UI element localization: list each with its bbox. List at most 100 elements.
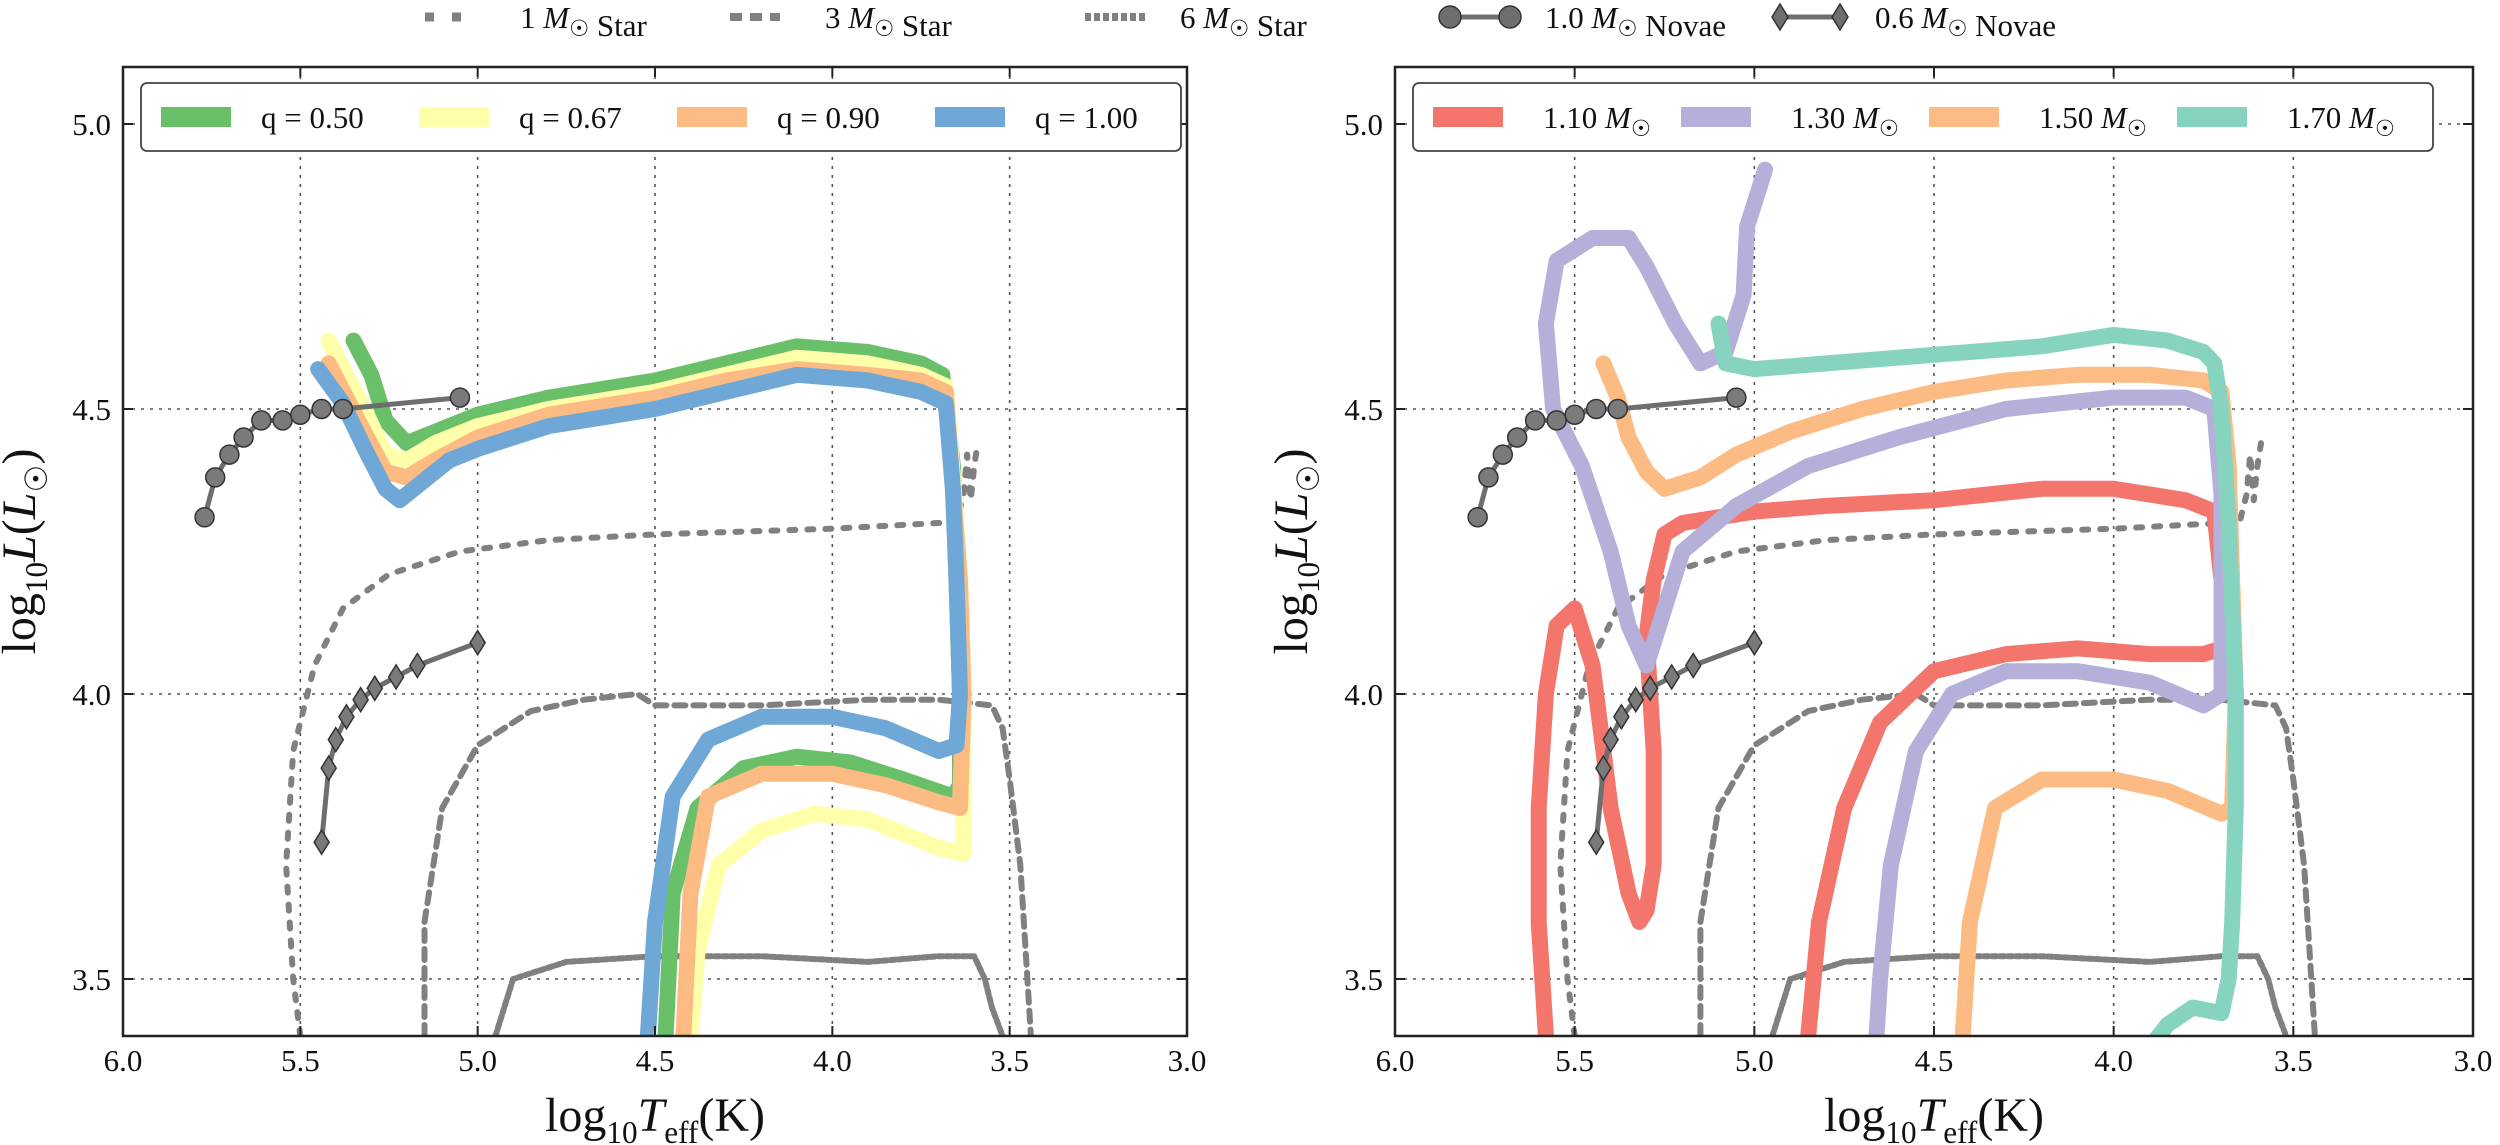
- novae-0-6-marker: [327, 726, 345, 754]
- left-panel-mass-ratio: 6.0 5.5 5.0 4.5 4.0 3.5 3.0 3.5 4.0 4.5 5.0 log10Te…: [0, 65, 1206, 1145]
- legend-diamond-marker: [1771, 2, 1789, 32]
- x-tick-label: 6.0: [104, 1043, 143, 1078]
- panel-legend-label: q = 1.00: [1035, 100, 1138, 135]
- novae-1-0-marker: [332, 398, 354, 420]
- y-tick-label: 4.0: [1344, 677, 1383, 712]
- novae-1-0-marker: [219, 444, 240, 465]
- y-tick-label: 5.0: [72, 107, 111, 142]
- novae-0-6-marker: [1595, 754, 1612, 782]
- legend-circle-marker: [1438, 5, 1462, 29]
- novae-1-0-marker: [1524, 410, 1546, 431]
- panel-legend-label: 1.70 M☉: [2287, 100, 2395, 141]
- figure-legend-label: 0.6 M☉ Novae: [1875, 0, 2056, 43]
- novae-1-0-marker: [251, 410, 272, 431]
- novae-0-6-marker: [1684, 652, 1702, 679]
- novae-0-6-marker: [338, 703, 355, 731]
- novae-0-6-marker: [469, 629, 487, 657]
- panel-legend-entry-1-10-mmsun: 1.10 M☉: [1433, 100, 1651, 141]
- novae-1-0-marker: [290, 404, 311, 425]
- legend-circle-marker: [1498, 5, 1522, 29]
- novae-1-0-marker: [233, 427, 254, 448]
- figure-legend-entry-3-mmsun-star: 3 M☉ Star: [730, 0, 952, 43]
- series-1-50-mmsun: [1595, 355, 2244, 1036]
- panel-legend-box: [140, 82, 1182, 152]
- panel-legend-label: q = 0.50: [261, 100, 364, 135]
- panel-legend: 1.10 M☉ 1.30 M☉ 1.50 M☉ 1.70 M☉: [1412, 82, 2434, 152]
- x-tick-label: 5.5: [1555, 1043, 1594, 1078]
- x-tick-label: 4.0: [813, 1043, 852, 1078]
- novae-1-0-marker: [1607, 398, 1629, 420]
- novae-0-6-marker: [320, 754, 338, 782]
- novae-0-6-marker: [1627, 686, 1645, 714]
- novae-0-6-marker: [1612, 703, 1630, 731]
- novae-0-6-marker: [313, 828, 330, 856]
- novae-1-0-marker: [311, 398, 332, 420]
- x-tick-label: 4.0: [2094, 1043, 2133, 1078]
- novae-1-0-marker: [1564, 404, 1585, 425]
- y-tick-label: 4.5: [1344, 392, 1383, 427]
- novae-0-6-marker: [1641, 674, 1659, 702]
- x-tick-label: 4.5: [1915, 1043, 1954, 1078]
- series-q-0-90: [320, 355, 972, 1036]
- novae-1-0-marker: [272, 410, 293, 431]
- right-panel-stellar-mass: 6.0 5.5 5.0 4.5 4.0 3.5 3.0 3.5 4.0 4.5 5.0 log10Te…: [1265, 65, 2492, 1145]
- series-1-10-mmsun: [1530, 480, 2230, 1036]
- x-axis-label: log10Teff(K): [1824, 1089, 2044, 1145]
- panel-legend-swatch: [1681, 107, 1751, 127]
- x-tick-label: 5.0: [1735, 1043, 1774, 1078]
- y-tick-label: 5.0: [1344, 107, 1383, 142]
- panel-legend-label: q = 0.67: [519, 100, 622, 135]
- novae-1-0-line: [202, 395, 463, 520]
- axis-ticks: 6.0 5.5 5.0 4.5 4.0 3.5 3.0 3.5 4.0 4.5 5.0: [1344, 67, 2492, 1078]
- novae-1-0-marker: [1585, 398, 1607, 420]
- y-tick-label: 3.5: [1344, 962, 1383, 997]
- novae-0-6-marker: [408, 652, 426, 679]
- x-tick-label: 3.0: [2454, 1043, 2493, 1078]
- panel-legend-entry-q-0-90: q = 0.90: [677, 100, 880, 135]
- figure-legend-entry-1-mmsun-star: 1 M☉ Star: [425, 0, 647, 43]
- panel-legend-swatch: [2177, 107, 2247, 127]
- novae-0-6-marker: [366, 674, 384, 702]
- y-tick-label: 4.0: [72, 677, 111, 712]
- panel-legend-label: q = 0.90: [777, 100, 880, 135]
- panel-legend-box: [1412, 82, 2434, 152]
- y-axis-label: log10L(L☉): [1265, 449, 1326, 655]
- panel-legend: q = 0.50 q = 0.67 q = 0.90 q = 1.00: [140, 82, 1182, 152]
- figure-legend-label: 6 M☉ Star: [1180, 0, 1307, 43]
- novae-0-6-marker: [1587, 828, 1605, 856]
- x-tick-label: 6.0: [1376, 1043, 1415, 1078]
- novae-1-0-marker: [1492, 444, 1514, 465]
- figure-legend-entry-1-0-mmsun-novae: 1.0 M☉ Novae: [1438, 0, 1726, 43]
- x-tick-label: 3.5: [2274, 1043, 2313, 1078]
- novae-1-0-marker: [194, 507, 215, 528]
- track-3msun-star: [1697, 691, 2318, 1036]
- novae-0-6-marker: [1602, 726, 1619, 754]
- figure-legend-entry-0-6-mmsun-novae: 0.6 M☉ Novae: [1771, 0, 2056, 43]
- axis-ticks: 6.0 5.5 5.0 4.5 4.0 3.5 3.0 3.5 4.0 4.5 5.0: [72, 67, 1206, 1078]
- x-tick-label: 5.0: [458, 1043, 497, 1078]
- plot-area: [194, 332, 1034, 1036]
- novae-0-6-marker: [387, 663, 405, 691]
- panel-legend-swatch: [1433, 107, 1503, 127]
- figure-legend-label: 3 M☉ Star: [825, 0, 952, 43]
- grid-lines: [1395, 67, 2473, 1036]
- novae-1-0-marker: [449, 387, 471, 408]
- plot-area: [1467, 161, 2318, 1036]
- y-tick-label: 3.5: [72, 962, 111, 997]
- panel-legend-entry-q-0-50: q = 0.50: [161, 100, 364, 135]
- novae-1-0-marker: [204, 467, 226, 488]
- novae-0-6-marker: [1663, 663, 1681, 691]
- figure-legend-label: 1.0 M☉ Novae: [1545, 0, 1726, 43]
- panel-legend-entry-1-30-mmsun: 1.30 M☉: [1681, 100, 1899, 141]
- x-tick-label: 3.5: [990, 1043, 1029, 1078]
- novae-1-0-marker: [1726, 387, 1747, 408]
- panel-legend-entry-1-50-mmsun: 1.50 M☉: [1929, 100, 2147, 141]
- track-1msun-star: [1557, 440, 2264, 1036]
- track-6msun-star: [1769, 953, 2290, 1036]
- series-q-0-50: [345, 332, 968, 1036]
- x-tick-label: 3.0: [1168, 1043, 1207, 1078]
- panel-legend-label: 1.10 M☉: [1543, 100, 1651, 141]
- series-1-70-mmsun: [1710, 315, 2244, 1036]
- series-q-1-00: [310, 361, 968, 1036]
- novae-1-0-line: [1475, 395, 1739, 520]
